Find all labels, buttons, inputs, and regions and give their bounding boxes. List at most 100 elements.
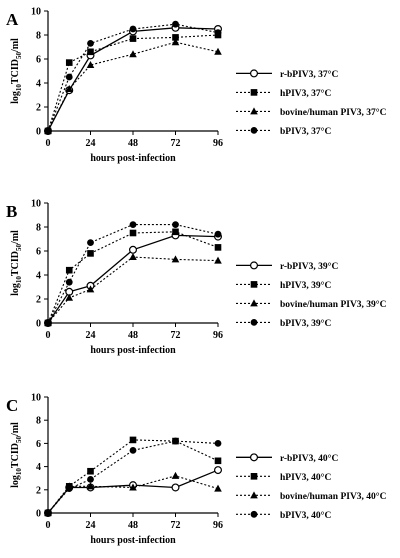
data-point-series-3 [129, 50, 137, 58]
legend-entry-label: hPIV3, 40°C [280, 472, 331, 483]
series-line-1 [47, 469, 219, 514]
y-axis-label-part: 50 [15, 436, 23, 444]
legend-entry-label: hPIV3, 37°C [280, 88, 331, 99]
data-point-series-1 [129, 245, 138, 254]
data-point-series-4 [65, 278, 73, 286]
data-point-series-4 [87, 475, 94, 483]
legend-marker [250, 473, 258, 480]
y-axis-label-part: 10 [15, 276, 23, 284]
y-tick-label: 2 [36, 295, 41, 306]
legend-marker [250, 261, 259, 270]
y-axis-label-part: log [10, 283, 21, 296]
y-axis-label-part: 10 [15, 84, 23, 92]
data-point-series-2 [172, 34, 179, 41]
legend-marker [250, 69, 259, 78]
data-point-series-4 [87, 239, 94, 247]
x-tick-label: 96 [213, 330, 223, 341]
x-tick-label: 72 [171, 138, 181, 149]
x-axis-label: hours post-infection [90, 153, 176, 164]
x-tick-label: 0 [46, 330, 51, 341]
legend-marker [250, 281, 258, 288]
series-line-4 [47, 224, 219, 324]
data-point-series-3 [86, 61, 95, 68]
x-tick-label: 96 [213, 520, 223, 531]
legend-entry-label: r-bPIV3, 39°C [280, 261, 338, 272]
y-axis-label-part: /ml [10, 38, 21, 53]
data-point-series-3 [171, 255, 180, 263]
x-tick-label: 0 [46, 138, 51, 149]
y-axis-label-part: TCID [10, 59, 21, 84]
legend-entry-label: r-bPIV3, 37°C [280, 69, 338, 80]
x-tick-label: 24 [86, 330, 96, 341]
x-tick-label: 48 [128, 520, 138, 531]
y-axis-label-part: TCID [10, 443, 21, 468]
series-line-2 [47, 34, 219, 132]
series-line-1 [47, 27, 219, 132]
legend-marker [250, 126, 258, 134]
legend-marker [250, 299, 258, 307]
y-tick-label: 8 [36, 223, 41, 234]
panel-label: A [6, 10, 19, 29]
data-point-series-3 [129, 483, 137, 491]
y-axis-label-part: /ml [10, 230, 21, 245]
data-point-series-4 [44, 509, 52, 517]
y-tick-label: 6 [36, 247, 41, 258]
legend-marker [250, 107, 258, 115]
data-point-series-4 [129, 25, 137, 33]
data-point-series-2 [65, 59, 73, 66]
data-point-series-4 [172, 20, 179, 28]
legend-entry-label: bovine/human PIV3, 37°C [280, 107, 387, 118]
data-point-series-3 [171, 38, 180, 46]
x-tick-label: 72 [171, 330, 181, 341]
data-point-series-2 [129, 229, 137, 237]
legend-entry-label: bovine/human PIV3, 39°C [280, 299, 387, 310]
x-tick-label: 48 [128, 330, 138, 341]
series-line-2 [47, 231, 219, 324]
y-tick-label: 0 [36, 127, 41, 138]
y-tick-label: 10 [31, 393, 41, 404]
legend-marker [250, 319, 258, 326]
y-axis-label: log10TCID50/ml [10, 422, 23, 488]
y-tick-label: 0 [36, 509, 41, 520]
y-axis-label: log10TCID50/ml [10, 230, 23, 296]
panel-label: B [6, 202, 17, 221]
data-point-series-4 [129, 446, 137, 454]
legend-marker [250, 453, 259, 462]
y-tick-label: 8 [36, 416, 41, 427]
data-point-series-3 [129, 253, 137, 260]
data-point-series-2 [129, 436, 137, 444]
y-axis-label-part: log [10, 475, 21, 488]
panel-label: C [6, 396, 18, 415]
legend-entry-label: bPIV3, 39°C [280, 318, 331, 329]
x-tick-label: 96 [213, 138, 223, 149]
data-point-series-3 [86, 482, 95, 490]
legend-entry-label: bPIV3, 37°C [280, 126, 331, 137]
data-point-series-2 [214, 457, 222, 465]
legend-marker [250, 510, 258, 518]
data-point-series-4 [129, 221, 137, 229]
legend-entry-label: r-bPIV3, 40°C [280, 453, 338, 464]
legend-entry-label: hPIV3, 39°C [280, 280, 331, 291]
data-point-series-3 [65, 293, 74, 301]
x-tick-label: 0 [46, 520, 51, 531]
y-tick-label: 6 [36, 55, 41, 66]
x-axis-label: hours post-infection [90, 535, 176, 546]
data-point-series-4 [44, 319, 52, 327]
data-point-series-4 [65, 485, 73, 493]
data-point-series-4 [214, 440, 222, 447]
legend-marker [250, 491, 258, 499]
y-tick-label: 10 [31, 7, 41, 18]
y-tick-label: 2 [36, 485, 41, 496]
data-point-series-4 [65, 73, 73, 81]
y-tick-label: 2 [36, 103, 41, 114]
data-point-series-2 [214, 244, 222, 251]
data-point-series-3 [171, 471, 180, 479]
data-point-series-4 [44, 127, 52, 135]
legend-entry-label: bovine/human PIV3, 40°C [280, 491, 387, 502]
series-line-3 [47, 41, 219, 132]
y-tick-label: 4 [36, 79, 41, 90]
